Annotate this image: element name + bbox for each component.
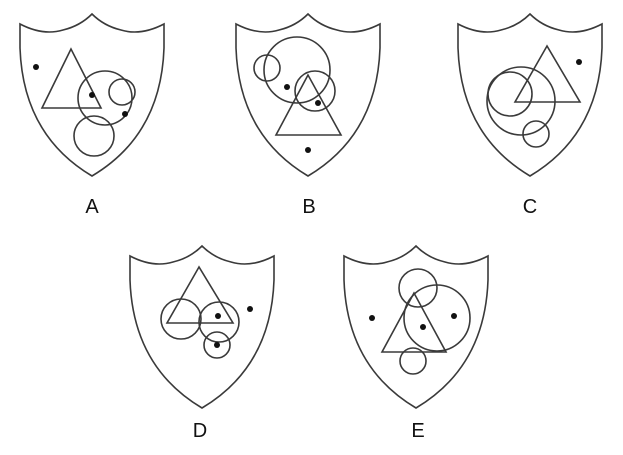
shield-a-small-circle: [108, 78, 136, 106]
shield-e-dot-right: [451, 313, 457, 319]
shield-d-dot-outer: [247, 306, 253, 312]
shield-b-middle-circle: [294, 70, 336, 112]
shield-c-outline: [457, 12, 603, 177]
shield-b-triangle: [274, 73, 343, 136]
shield-e-triangle: [380, 291, 448, 353]
shield-b-outline: [235, 12, 381, 177]
shield-c-triangle: [513, 44, 582, 103]
shield-c-middle-circle: [487, 71, 533, 117]
option-label-b: B: [302, 196, 316, 218]
shield-a-outline: [19, 12, 165, 177]
option-label-a: A: [85, 196, 99, 218]
shield-e-dot-center: [420, 324, 426, 330]
shield-e-top-circle: [398, 268, 438, 308]
shield-b: [235, 12, 381, 177]
shield-a-dot-center: [89, 92, 95, 98]
option-label-e: E: [411, 420, 425, 442]
shield-a-lower-circle: [73, 115, 115, 157]
shield-a-dot-right: [122, 111, 128, 117]
shield-b-dot-bottom: [305, 147, 311, 153]
shield-d-lower-circle: [203, 331, 231, 359]
shield-a-triangle: [40, 47, 103, 109]
shield-d-outline: [129, 244, 275, 409]
option-label-d: D: [192, 420, 208, 442]
shield-b-dot-left: [284, 84, 290, 90]
shield-d-dot-lower: [214, 342, 220, 348]
shield-e-dot-left: [369, 315, 375, 321]
shield-b-dot-center: [315, 100, 321, 106]
shield-e-outline: [343, 244, 489, 409]
shield-a-dot-outer: [33, 64, 39, 70]
shield-d-right-circle: [198, 301, 240, 343]
shield-d-left-circle: [160, 298, 202, 340]
shield-c-small-circle: [522, 120, 550, 148]
shield-e-bottom-circle: [399, 347, 427, 375]
shield-e: [343, 244, 489, 409]
option-label-c: C: [522, 196, 538, 218]
shield-d-dot-center: [215, 313, 221, 319]
shield-c-large-circle: [486, 66, 556, 136]
shield-c: [457, 12, 603, 177]
shield-d: [129, 244, 275, 409]
shield-a: [19, 12, 165, 177]
shield-b-large-circle: [263, 36, 331, 104]
shield-e-large-circle: [403, 284, 471, 352]
shield-b-small-circle: [253, 54, 281, 82]
shield-a-large-circle: [77, 70, 133, 126]
shield-c-dot-outer: [576, 59, 582, 65]
